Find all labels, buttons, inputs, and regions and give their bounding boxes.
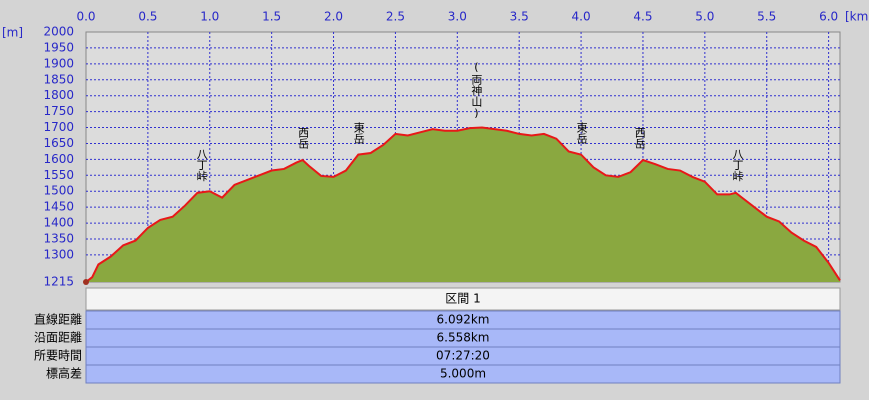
peak-label: 西岳 xyxy=(633,127,646,149)
y-tick-label: 1550 xyxy=(43,168,74,182)
x-tick-label: 2.0 xyxy=(324,10,343,24)
y-tick-label: 2000 xyxy=(43,25,74,39)
x-tick-label: 5.5 xyxy=(757,10,776,24)
row-label: 直線距離 xyxy=(34,312,82,327)
profile-line xyxy=(85,126,841,283)
row-value: 5.000m xyxy=(440,367,486,381)
y-tick-label: 1700 xyxy=(43,120,74,134)
y-tick-label: 1750 xyxy=(43,104,74,118)
y-tick-label: 1215 xyxy=(43,275,74,289)
peak-label: 西岳 xyxy=(297,127,310,149)
table-cell xyxy=(85,364,841,384)
x-tick-label: 1.0 xyxy=(200,10,219,24)
x-tick-label: 5.0 xyxy=(695,10,714,24)
row-value: 07:27:20 xyxy=(436,349,490,363)
row-label: 所要時間 xyxy=(34,349,82,363)
y-tick-label: 1500 xyxy=(43,184,74,198)
y-tick-label: 1300 xyxy=(43,247,74,261)
x-tick-label: 1.5 xyxy=(262,10,281,24)
row-value: 6.558km xyxy=(437,331,490,345)
y-tick-label: 1850 xyxy=(43,72,74,86)
x-tick-label: 2.5 xyxy=(386,10,405,24)
table-header-cell xyxy=(85,287,841,311)
peak-label: 東岳 xyxy=(575,121,588,143)
x-tick-label: 0.0 xyxy=(76,10,95,24)
x-tick-label: 3.0 xyxy=(448,10,467,24)
y-tick-label: 1600 xyxy=(43,152,74,166)
peak-label: 八丁峠 xyxy=(731,148,744,182)
peak-label: (両神山) xyxy=(470,61,483,120)
y-tick-label: 1950 xyxy=(43,40,74,54)
x-unit: [km] xyxy=(845,10,869,24)
y-tick-label: 1800 xyxy=(43,88,74,102)
peak-label: 八丁峠 xyxy=(195,148,208,182)
y-tick-label: 1400 xyxy=(43,216,74,230)
x-tick-label: 3.5 xyxy=(510,10,529,24)
start-marker xyxy=(83,279,89,285)
y-tick-label: 1900 xyxy=(43,56,74,70)
row-value: 6.092km xyxy=(437,313,490,327)
y-tick-label: 1350 xyxy=(43,232,74,246)
row-label: 標高差 xyxy=(46,366,82,381)
table-header: 区間 1 xyxy=(445,292,480,306)
x-tick-label: 0.5 xyxy=(138,10,157,24)
x-tick-label: 4.0 xyxy=(572,10,591,24)
y-unit: [m] xyxy=(2,26,23,40)
row-label: 沿面距離 xyxy=(34,331,82,345)
x-tick-label: 6.0 xyxy=(819,10,838,24)
peak-label: 東岳 xyxy=(352,121,365,143)
y-tick-label: 1650 xyxy=(43,136,74,150)
profile-area xyxy=(86,127,840,282)
x-tick-label: 4.5 xyxy=(633,10,652,24)
y-tick-label: 1450 xyxy=(43,200,74,214)
